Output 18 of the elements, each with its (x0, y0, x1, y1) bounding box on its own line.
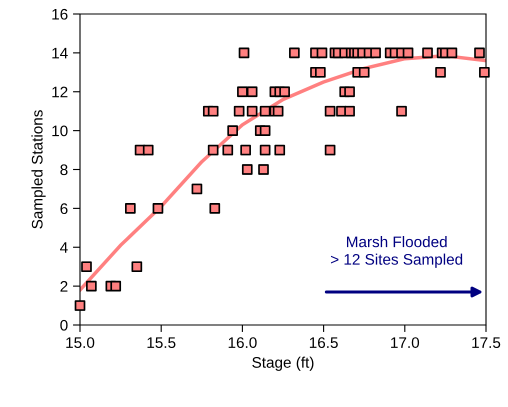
x-axis-title: Stage (ft) (252, 356, 314, 371)
y-tick-label: 4 (60, 242, 68, 253)
annotation: Marsh Flooded > 12 Sites Sampled (330, 236, 462, 268)
y-tick-label: 6 (60, 203, 68, 214)
y-tick-label: 16 (52, 8, 68, 20)
y-tick-label: 0 (60, 320, 68, 331)
y-tick-label: 2 (60, 280, 68, 292)
y-tick-label: 8 (60, 164, 68, 176)
x-tick-label: 17.0 (391, 337, 420, 348)
y-axis-title: Sampled Stations (31, 110, 46, 229)
x-tick-label: 15.0 (66, 337, 94, 348)
x-tick-label: 15.5 (148, 337, 176, 348)
y-tick-label: 12 (52, 86, 68, 98)
x-tick-label: 16.5 (310, 337, 338, 348)
x-tick-label: 17.5 (472, 337, 500, 348)
y-tick-label: 14 (52, 48, 68, 58)
x-tick-label: 16.0 (228, 337, 257, 348)
y-tick-label: 10 (52, 125, 68, 136)
